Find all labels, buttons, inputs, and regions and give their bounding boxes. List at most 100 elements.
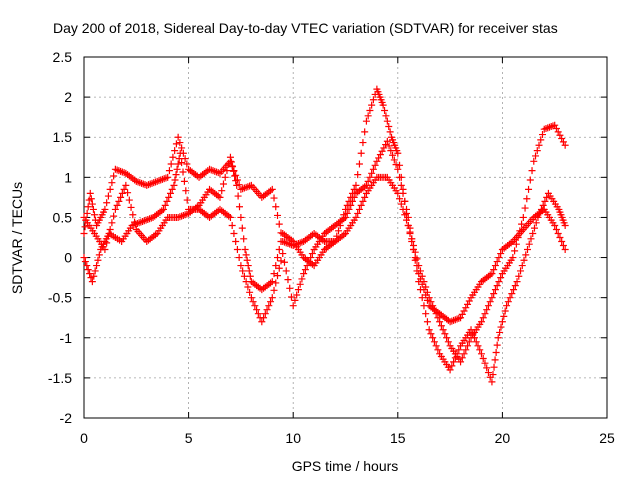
data-point-marker (172, 171, 180, 179)
data-point-marker (474, 342, 482, 350)
data-point-marker (490, 266, 498, 274)
data-point-marker (263, 306, 271, 314)
data-point-marker (382, 141, 390, 149)
data-point-marker (392, 161, 400, 169)
data-point-marker (124, 189, 132, 197)
data-point-marker (430, 338, 438, 346)
data-point-marker (111, 205, 119, 213)
data-point-marker (481, 310, 489, 318)
data-point-marker (508, 290, 516, 298)
data-point-marker (381, 106, 389, 114)
data-point-marker (113, 201, 121, 209)
data-point-marker (444, 338, 452, 346)
data-point-marker (238, 224, 246, 232)
data-point-marker (216, 193, 224, 201)
data-point-marker (101, 205, 109, 213)
data-point-marker (355, 205, 363, 213)
data-point-marker (83, 209, 91, 217)
data-point-marker (446, 366, 454, 374)
data-point-marker (369, 96, 377, 104)
grid-layer (84, 57, 607, 418)
data-point-marker (491, 286, 499, 294)
data-point-marker (237, 213, 245, 221)
data-point-marker (488, 270, 496, 278)
y-tick-label: 1.5 (53, 129, 73, 145)
data-point-marker (497, 274, 505, 282)
data-point-marker (161, 201, 169, 209)
data-point-marker (366, 106, 374, 114)
data-point-marker (394, 165, 402, 173)
data-point-marker (479, 355, 487, 363)
data-point-marker (515, 272, 523, 280)
data-point-marker (462, 346, 470, 354)
data-point-marker (181, 155, 189, 163)
data-point-marker (355, 160, 363, 168)
data-point-marker (450, 358, 458, 366)
data-point-marker (535, 141, 543, 149)
data-point-marker (176, 149, 184, 157)
y-tick-label: 0.5 (53, 209, 73, 225)
data-point-marker (497, 250, 505, 258)
data-point-marker (533, 147, 541, 155)
data-point-marker (411, 254, 419, 262)
data-point-marker (127, 203, 135, 211)
data-point-marker (415, 270, 423, 278)
data-point-marker (335, 227, 343, 235)
data-point-marker (174, 160, 182, 168)
data-point-marker (543, 193, 551, 201)
data-point-marker (223, 167, 231, 175)
data-point-marker (558, 238, 566, 246)
data-point-marker (510, 286, 518, 294)
data-point-marker (258, 318, 266, 326)
data-point-marker (343, 209, 351, 217)
y-tick-label: -0.5 (48, 290, 72, 306)
data-point-marker (233, 246, 241, 254)
data-point-marker (551, 221, 559, 229)
data-point-marker (465, 338, 473, 346)
y-tick-label: 0 (64, 250, 72, 266)
data-point-marker (559, 138, 567, 146)
data-point-marker (243, 256, 251, 264)
data-point-marker (103, 199, 111, 207)
data-point-marker (345, 205, 353, 213)
data-point-marker (240, 272, 248, 280)
data-point-marker (274, 254, 282, 262)
data-point-marker (172, 140, 180, 148)
data-point-marker (104, 232, 112, 240)
data-point-marker (464, 300, 472, 308)
data-point-marker (87, 195, 95, 203)
data-point-marker (472, 338, 480, 346)
data-point-marker (489, 371, 497, 379)
data-point-marker (159, 205, 167, 213)
data-point-marker (176, 139, 184, 147)
data-point-marker (524, 246, 532, 254)
data-point-marker (260, 314, 268, 322)
data-point-marker (561, 221, 569, 229)
y-tick-label: -1.5 (48, 370, 72, 386)
data-point-marker (94, 256, 102, 264)
data-point-marker (300, 270, 308, 278)
data-point-marker (357, 201, 365, 209)
data-point-marker (368, 169, 376, 177)
data-point-marker (483, 306, 491, 314)
data-point-marker (268, 278, 276, 286)
data-point-marker (246, 288, 254, 296)
data-point-marker (108, 219, 116, 227)
data-point-marker (532, 152, 540, 160)
data-point-marker (120, 185, 128, 193)
data-point-marker (484, 369, 492, 377)
x-axis-label: GPS time / hours (292, 458, 399, 474)
data-point-marker (178, 159, 186, 167)
data-point-marker (270, 286, 278, 294)
data-point-marker (530, 157, 538, 165)
data-point-marker (448, 362, 456, 370)
y-axis-label: SDTVAR / TECUs (9, 182, 25, 294)
data-point-marker (406, 229, 414, 237)
data-point-marker (244, 283, 252, 291)
data-point-marker (117, 193, 125, 201)
data-point-marker (183, 196, 191, 204)
data-point-marker (277, 238, 285, 246)
data-point-marker (101, 246, 109, 254)
data-point-marker (226, 153, 234, 161)
